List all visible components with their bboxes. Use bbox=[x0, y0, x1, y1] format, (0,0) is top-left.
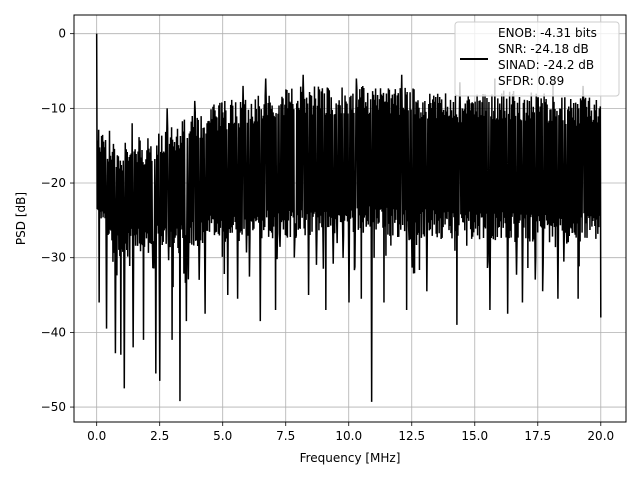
legend-entry-line: SNR: -24.18 dB bbox=[498, 42, 589, 56]
x-axis: 0.0 2.5 5.0 7.5 10.0 12.5 15.0 17.5 20.0 bbox=[87, 422, 614, 443]
legend-entry-line: ENOB: -4.31 bits bbox=[498, 26, 597, 40]
x-tick-label: 20.0 bbox=[587, 429, 614, 443]
y-axis: 0 −10 −20 −30 −40 −50 bbox=[41, 27, 74, 414]
legend-entry-line: SINAD: -24.2 dB bbox=[498, 58, 594, 72]
psd-series-line bbox=[95, 33, 602, 402]
x-tick-label: 0.0 bbox=[87, 429, 106, 443]
y-tick-label: −50 bbox=[41, 400, 66, 414]
y-tick-label: −20 bbox=[41, 176, 66, 190]
legend-entry-line: SFDR: 0.89 bbox=[498, 74, 564, 88]
series-layer bbox=[95, 33, 602, 402]
x-tick-label: 12.5 bbox=[398, 429, 425, 443]
plot-frame bbox=[73, 14, 627, 423]
legend-box bbox=[454, 21, 620, 97]
x-tick-label: 5.0 bbox=[213, 429, 232, 443]
x-tick-label: 15.0 bbox=[461, 429, 488, 443]
x-tick-label: 7.5 bbox=[276, 429, 295, 443]
y-axis-label: PSD [dB] bbox=[14, 192, 28, 245]
x-tick-label: 2.5 bbox=[150, 429, 169, 443]
y-tick-label: 0 bbox=[58, 27, 66, 41]
x-axis-label: Frequency [MHz] bbox=[300, 451, 401, 465]
x-tick-label: 10.0 bbox=[335, 429, 362, 443]
legend: ENOB: -4.31 bits SNR: -24.18 dB SINAD: -24… bbox=[454, 21, 620, 97]
x-tick-label: 17.5 bbox=[524, 429, 551, 443]
y-tick-label: −40 bbox=[41, 325, 66, 339]
y-tick-label: −10 bbox=[41, 101, 66, 115]
legend-entry: ENOB: -4.31 bits SNR: -24.18 dB SINAD: -24… bbox=[498, 26, 597, 88]
y-tick-label: −30 bbox=[41, 251, 66, 265]
